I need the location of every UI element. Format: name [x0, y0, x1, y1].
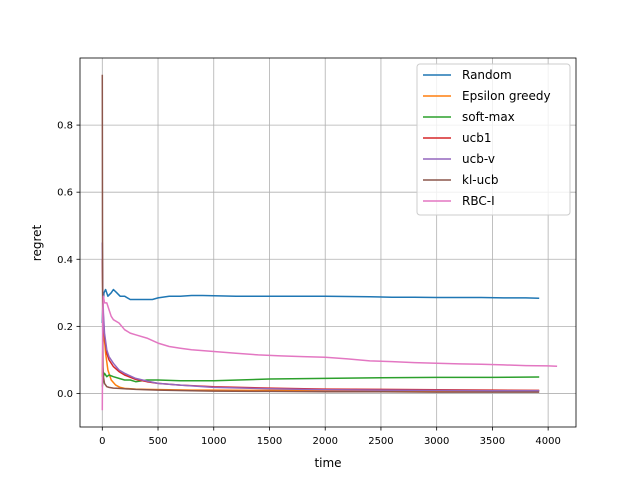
y-axis-label: regret [30, 224, 44, 261]
legend-label-random: Random [462, 68, 512, 82]
x-tick-label: 3500 [480, 436, 505, 447]
legend-label-soft-max: soft-max [462, 110, 515, 124]
x-tick-label: 1000 [201, 436, 226, 447]
x-axis-ticks: 0 500 1000 1500 2000 2500 3000 3500 4000 [99, 427, 561, 447]
y-tick-label: 0.6 [57, 188, 73, 199]
series-line-rbc-i [101, 295, 558, 411]
x-tick-label: 2500 [368, 436, 393, 447]
y-tick-label: 0.8 [57, 121, 73, 132]
y-tick-label: 0.2 [57, 322, 73, 333]
x-tick-label: 500 [148, 436, 167, 447]
x-tick-label: 2000 [312, 436, 337, 447]
x-tick-label: 3000 [424, 436, 449, 447]
series-line-random [101, 288, 540, 324]
x-tick-label: 4000 [535, 436, 560, 447]
axes-frame [79, 57, 577, 428]
y-tick-label: 0.4 [57, 255, 73, 266]
x-axis-label: time [314, 456, 341, 470]
series-line-soft-max [101, 372, 540, 387]
x-tick-label: 1500 [257, 436, 282, 447]
legend-label-ucb-v: ucb-v [462, 152, 495, 166]
legend-label-ucb1: ucb1 [462, 131, 491, 145]
legend-label-rbc-i: RBC-I [462, 194, 495, 208]
series-line-ucb-v [101, 242, 540, 392]
legend-label-kl-ucb: kl-ucb [462, 173, 498, 187]
y-axis-ticks: 0.0 0.2 0.4 0.6 0.8 [57, 121, 80, 400]
legend-box [416, 63, 571, 216]
legend-label-epsilon-greedy: Epsilon greedy [462, 89, 551, 103]
y-tick-label: 0.0 [57, 389, 73, 400]
legend: Random Epsilon greedy soft-max ucb1 ucb-v kl-… [416, 63, 571, 216]
series-layer [101, 74, 558, 411]
x-tick-label: 0 [99, 436, 105, 447]
